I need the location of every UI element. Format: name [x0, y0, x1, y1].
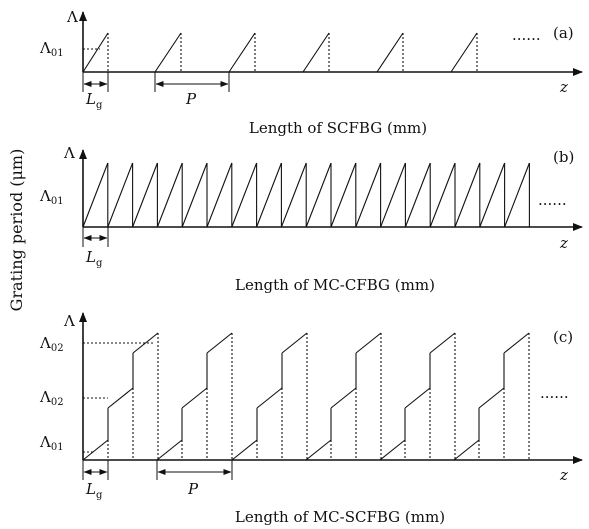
panel-c-segment-high [429, 332, 456, 354]
panel-b-tooth-ramp [355, 162, 382, 228]
panel-b-tooth-ramp [404, 162, 431, 228]
panel-c-segment-mid [256, 387, 283, 409]
panel-b: Λ z Λ01 Lg ...... (b) Length of MC-CFBG … [39, 144, 583, 294]
panel-b-tooth-ramp [429, 162, 456, 228]
panel-a-ellipsis: ...... [512, 26, 541, 44]
panel-b-tooth-ramp [330, 162, 357, 228]
panel-a-lambda-axis-label: Λ [66, 8, 78, 26]
panel-b-tooth-ramp [107, 162, 134, 228]
panel-b-z-axis-label: z [559, 234, 568, 252]
panel-c-caption: Length of MC-SCFBG (mm) [235, 508, 445, 526]
panel-a-tag: (a) [553, 24, 574, 42]
panel-b-tooth-ramp [132, 162, 158, 228]
panel-a-tooth-ramp [450, 32, 478, 73]
panel-b-tooth-ramp [504, 162, 530, 228]
panel-c-segment-low [379, 439, 406, 461]
panel-c: Λ z Λ02 Λ02 Λ01 Lg P ...... (c) Length o… [39, 312, 583, 526]
panel-c-segment-low [305, 439, 332, 461]
panel-b-tooth-ramp [231, 162, 258, 228]
panel-b-tooth-ramp [479, 162, 506, 228]
panel-c-segment-low [82, 439, 109, 461]
panel-b-tag: (b) [553, 148, 574, 166]
panel-b-tooth-ramp [206, 162, 233, 228]
panel-a-tooth-ramp [154, 32, 182, 73]
panel-b-tooth-ramp [156, 162, 183, 228]
panel-a-tooth-ramp [82, 32, 109, 73]
panel-c-segment-low [231, 439, 258, 461]
panel-c-level-lambda01: Λ01 [39, 433, 64, 453]
panel-c-z-axis-label: z [559, 466, 568, 484]
panel-a-lg-label: Lg [85, 90, 103, 111]
panel-a-tooth-ramp [302, 32, 330, 73]
panel-a-teeth [82, 32, 478, 73]
panel-a: Λ z Λ01 Lg [39, 8, 583, 137]
panel-b-tooth-ramp [280, 162, 307, 228]
panel-b-teeth [82, 162, 530, 228]
panel-b-lg-label: Lg [85, 248, 103, 269]
panel-b-level-lambda01: Λ01 [39, 187, 64, 207]
panel-c-p-label: P [187, 480, 199, 498]
panel-c-segment-mid [404, 387, 431, 409]
panel-b-tooth-ramp [305, 162, 332, 228]
panel-b-tooth-ramp [82, 162, 109, 228]
panel-c-segment-high [206, 332, 233, 354]
panel-c-lambda-axis-label: Λ [63, 312, 75, 330]
panel-c-segment-high [132, 332, 159, 354]
panel-a-caption: Length of SCFBG (mm) [249, 119, 427, 137]
panel-a-z-axis-label: z [559, 78, 568, 96]
panel-c-segment-high [281, 332, 308, 354]
panel-c-segment-mid [330, 387, 357, 409]
panel-c-ellipsis: ...... [540, 384, 569, 402]
panel-b-tooth-ramp [256, 162, 282, 228]
panel-c-lg-label: Lg [85, 480, 103, 501]
panel-c-segment-high [355, 332, 382, 354]
panel-c-segment-low [156, 439, 183, 461]
panel-a-tooth-ramp [376, 32, 404, 73]
panel-b-tooth-ramp [181, 162, 208, 228]
panel-a-p-label: P [185, 90, 197, 108]
panel-c-segment-mid [478, 387, 505, 409]
y-axis-label: Grating period (μm) [7, 149, 26, 312]
panel-c-segment-mid [181, 387, 208, 409]
panel-c-tag: (c) [553, 328, 573, 346]
panel-b-tooth-ramp [454, 162, 481, 228]
panel-c-segment-mid [107, 387, 134, 409]
panel-a-level-lambda01: Λ01 [39, 39, 64, 59]
panel-b-ellipsis: ...... [538, 191, 567, 209]
panel-c-level-lambda02-mid: Λ02 [39, 388, 64, 408]
panel-b-caption: Length of MC-CFBG (mm) [235, 276, 435, 294]
panel-b-lambda-axis-label: Λ [63, 144, 75, 162]
panel-c-segment-high [503, 332, 530, 354]
panel-c-segment-low [453, 439, 480, 461]
panel-b-tooth-ramp [380, 162, 406, 228]
panel-a-tooth-ramp [228, 32, 256, 73]
panel-c-teeth [82, 332, 530, 461]
panel-c-level-lambda02-top: Λ02 [39, 334, 64, 354]
